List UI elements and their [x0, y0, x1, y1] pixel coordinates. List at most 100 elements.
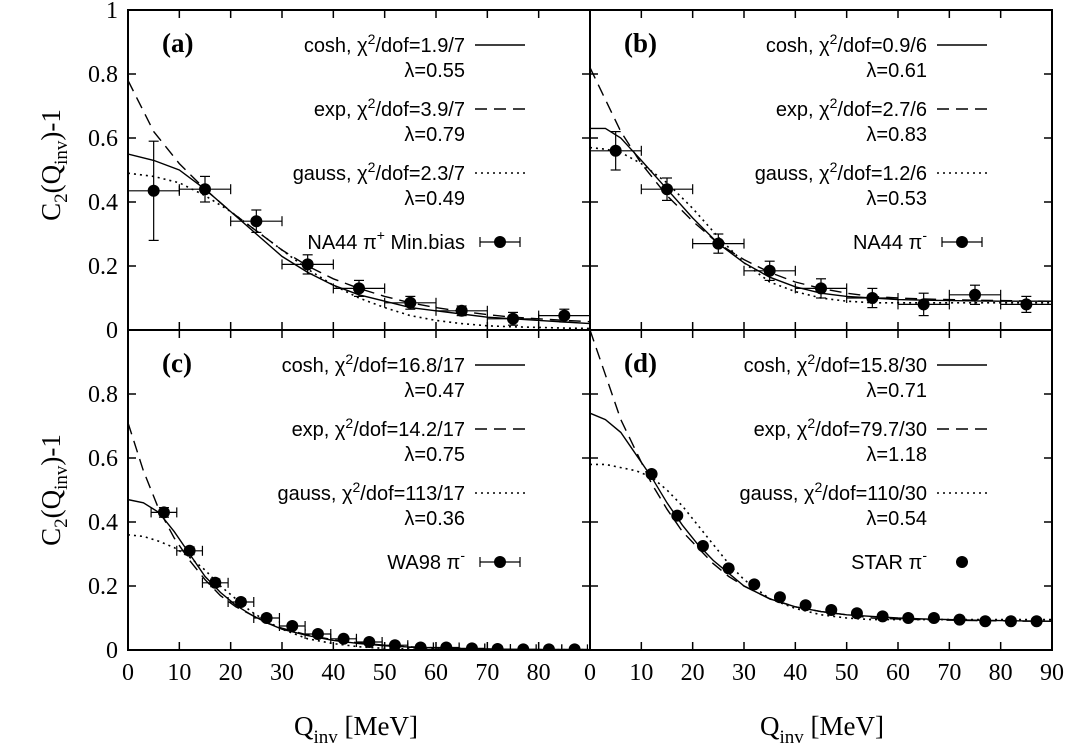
- panel-b-legend-exp: exp, χ2/dof=2.7/6: [776, 95, 927, 121]
- panel-b-data-point: [866, 292, 879, 304]
- panel-a-ytick-label: 0.8: [88, 62, 118, 88]
- panel-c-data-point: [209, 576, 222, 589]
- panel-d-data-point: [876, 610, 889, 623]
- panel-a-data-point: [250, 215, 263, 228]
- panel-b-data-point: [969, 288, 981, 301]
- panel-d-xtick-label: 60: [886, 660, 910, 686]
- panel-a: 0 0.2 0.4 0.6 0.8 1 (a) cosh, χ2/dof=1.9/7 λ=0.5…: [88, 0, 591, 344]
- panel-d-legend-gauss-lambda: λ=0.54: [866, 508, 927, 530]
- panel-a-data-point: [353, 282, 365, 295]
- panel-a-legend-data: NA44 π+ Min.bias: [307, 227, 465, 254]
- panel-b-legend-exp-lambda: λ=0.83: [866, 124, 927, 146]
- panel-c-ytick-label: 0.4: [88, 510, 118, 536]
- panel-b-data-point: [763, 264, 776, 277]
- panel-d-legend-data-marker: [956, 556, 968, 568]
- panel-b-legend-gauss: gauss, χ2/dof=1.2/6: [755, 159, 927, 185]
- panel-c-data-point: [311, 628, 324, 640]
- panel-d-fit-cosh-line: [590, 412, 1052, 622]
- panel-c-fit-cosh-line: [128, 498, 590, 650]
- panel-b-legend-gauss-lambda: λ=0.53: [866, 188, 927, 210]
- panel-c-data-point: [414, 641, 427, 650]
- panel-b-data-point: [815, 282, 827, 295]
- panel-d-data-point: [645, 468, 658, 480]
- panel-c-xtick-label: 50: [373, 660, 397, 686]
- panel-b-fit-exp-line: [590, 67, 1052, 302]
- x-axis-label-right: Qinv [MeV]: [760, 711, 884, 748]
- panel-b-fit-cosh-line: [590, 127, 1052, 302]
- panel-d-xtick-label: 50: [835, 660, 859, 686]
- panel-a-label: (a): [162, 28, 193, 58]
- panel-b-data-point: [1020, 298, 1033, 311]
- panel-c-data-point: [440, 641, 453, 650]
- panel-d-legend-exp: exp, χ2/dof=79.7/30: [754, 415, 927, 441]
- panel-c-xtick-label: 70: [475, 660, 499, 686]
- panel-d-data-point: [799, 599, 812, 612]
- panel-b-data-point: [917, 298, 930, 311]
- panel-d-data-point: [696, 540, 709, 552]
- x-axis-label-left: Qinv [MeV]: [294, 711, 418, 748]
- panel-d-legend-gauss: gauss, χ2/dof=110/30: [739, 479, 927, 505]
- panel-c-xtick-label: 0: [122, 660, 134, 686]
- panel-d-xtick-label: 20: [681, 660, 705, 686]
- panel-b-curves: [590, 67, 1052, 317]
- panel-a-data-point: [558, 309, 571, 322]
- panel-b-legend-cosh-lambda: λ=0.61: [866, 60, 927, 82]
- panel-c-data-point: [234, 596, 247, 608]
- panel-a-ytick-label: 0.2: [88, 254, 118, 280]
- panel-c-xtick-label: 20: [219, 660, 243, 686]
- panel-c-legend-cosh-lambda: λ=0.47: [404, 380, 465, 402]
- panel-a-legend-cosh-lambda: λ=0.55: [404, 60, 465, 82]
- panel-b-legend-data: NA44 π-: [853, 227, 927, 254]
- y-axis-label-top: C2(Qinv)-1: [36, 109, 72, 221]
- panel-c-legend-cosh: cosh, χ2/dof=16.8/17: [282, 351, 465, 377]
- panel-c-data-point: [260, 612, 273, 624]
- panel-d-data-point: [773, 591, 786, 604]
- panel-d-data-point: [850, 607, 863, 620]
- panel-d-data-point: [722, 562, 735, 575]
- panel-b-fit-gauss-line: [590, 146, 1052, 304]
- panels: 0 0.2 0.4 0.6 0.8 1 (a) cosh, χ2/dof=1.9/7 λ=0.5…: [88, 0, 1064, 686]
- panel-b: (b) cosh, χ2/dof=0.9/6 λ=0.61 exp, χ2/dof=2…: [589, 9, 1053, 331]
- panel-c-legend-data-marker: [494, 556, 506, 568]
- panel-c-ytick-label: 0.8: [88, 382, 118, 408]
- panel-d-legend-data: STAR π-: [851, 547, 927, 574]
- panel-c-legend-exp-lambda: λ=0.75: [404, 444, 465, 466]
- panel-d-data-point: [927, 612, 940, 624]
- panel-d-data-point: [671, 509, 684, 522]
- panel-a-ytick-label: 0.6: [88, 126, 118, 152]
- panel-c-data-point: [517, 643, 530, 650]
- panel-a-legend-gauss-lambda: λ=0.49: [404, 188, 465, 210]
- panel-a-ytick-label: 0.4: [88, 190, 118, 216]
- panel-d-curves: [590, 330, 1052, 628]
- panel-c-legend-exp: exp, χ2/dof=14.2/17: [292, 415, 465, 441]
- panel-d-data-point: [748, 578, 761, 591]
- panel-c-data-point: [183, 544, 196, 557]
- panel-b-data-point: [609, 144, 622, 157]
- panel-d-frame: [589, 329, 1053, 651]
- panel-a-legend-cosh: cosh, χ2/dof=1.9/7: [304, 31, 465, 57]
- panel-c-ytick-label: 0.6: [88, 446, 118, 472]
- panel-c-fit-gauss-line: [128, 534, 590, 650]
- panel-c-data-point: [363, 636, 376, 648]
- panel-c: 0 10 20 30 40 50 60 70 80 0 0.2 0.4 0.6 0.8 (c) cosh, χ…: [88, 329, 591, 686]
- panel-c-xtick-label: 80: [527, 660, 551, 686]
- panel-c-data-point: [465, 642, 478, 650]
- panel-d-xtick-label: 30: [732, 660, 756, 686]
- panel-d-legend-cosh: cosh, χ2/dof=15.8/30: [744, 351, 927, 377]
- panel-a-data-point: [147, 184, 160, 197]
- panel-b-label: (b): [624, 28, 657, 58]
- panel-d-xtick-label: 90: [1040, 660, 1064, 686]
- panel-d-data-point: [902, 612, 915, 624]
- panel-d-xtick-label: 70: [937, 660, 961, 686]
- panel-c-data-point: [157, 506, 170, 519]
- panel-c-data-point: [568, 643, 581, 650]
- panel-d-data-point: [979, 615, 992, 628]
- panel-d-xtick-label: 40: [783, 660, 807, 686]
- panel-d-legend-exp-lambda: λ=1.18: [866, 444, 927, 466]
- panel-d-data-point: [1030, 615, 1043, 628]
- panel-c-ytick-label: 0.2: [88, 574, 118, 600]
- panel-d-data-point: [953, 613, 966, 626]
- panel-a-data-point: [455, 304, 468, 317]
- panel-d-xtick-label: 0: [584, 660, 596, 686]
- panel-a-ytick-label: 0: [106, 318, 118, 344]
